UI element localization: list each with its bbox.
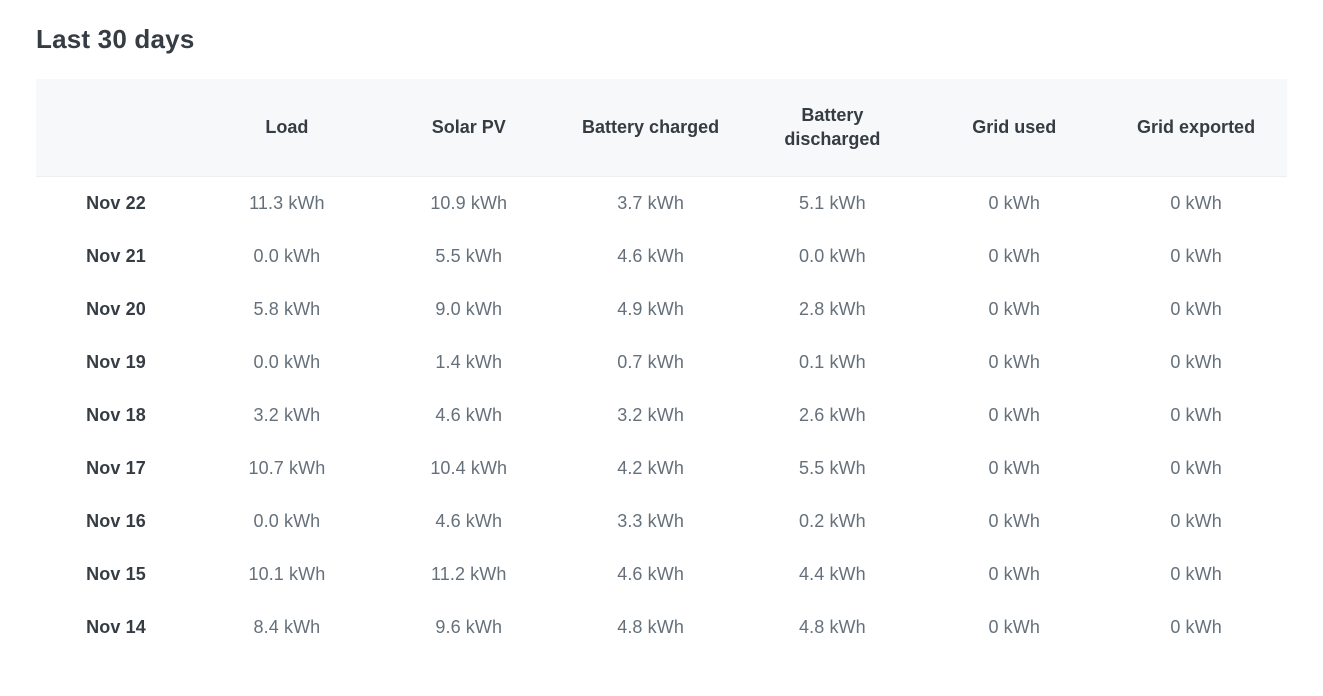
cell-grid-exported: 0 kWh	[1105, 389, 1287, 442]
cell-battery-charged: 4.2 kWh	[560, 442, 742, 495]
table-row: Nov 19 0.0 kWh 1.4 kWh 0.7 kWh 0.1 kWh 0…	[36, 336, 1287, 389]
cell-load: 11.3 kWh	[196, 176, 378, 230]
cell-battery-charged: 3.2 kWh	[560, 389, 742, 442]
cell-battery-discharged: 5.5 kWh	[741, 442, 923, 495]
cell-battery-charged: 0.7 kWh	[560, 336, 742, 389]
cell-load: 8.4 kWh	[196, 601, 378, 654]
cell-date: Nov 15	[36, 548, 196, 601]
cell-grid-used: 0 kWh	[923, 336, 1105, 389]
cell-load: 0.0 kWh	[196, 336, 378, 389]
table-row: Nov 16 0.0 kWh 4.6 kWh 3.3 kWh 0.2 kWh 0…	[36, 495, 1287, 548]
page-container: Last 30 days Load Solar PV Battery charg…	[0, 0, 1323, 694]
cell-solar: 1.4 kWh	[378, 336, 560, 389]
table-row: Nov 20 5.8 kWh 9.0 kWh 4.9 kWh 2.8 kWh 0…	[36, 283, 1287, 336]
cell-solar: 10.4 kWh	[378, 442, 560, 495]
cell-battery-discharged: 4.4 kWh	[741, 548, 923, 601]
cell-grid-exported: 0 kWh	[1105, 495, 1287, 548]
col-grid-used: Grid used	[923, 79, 1105, 176]
col-battery-charged: Battery charged	[560, 79, 742, 176]
col-battery-discharged: Battery discharged	[741, 79, 923, 176]
col-load: Load	[196, 79, 378, 176]
cell-grid-used: 0 kWh	[923, 601, 1105, 654]
cell-grid-exported: 0 kWh	[1105, 336, 1287, 389]
cell-grid-exported: 0 kWh	[1105, 442, 1287, 495]
table-row: Nov 17 10.7 kWh 10.4 kWh 4.2 kWh 5.5 kWh…	[36, 442, 1287, 495]
cell-battery-discharged: 0.1 kWh	[741, 336, 923, 389]
cell-battery-discharged: 4.8 kWh	[741, 601, 923, 654]
page-title: Last 30 days	[36, 24, 1287, 55]
cell-load: 10.1 kWh	[196, 548, 378, 601]
col-grid-exported: Grid exported	[1105, 79, 1287, 176]
cell-battery-discharged: 0.0 kWh	[741, 230, 923, 283]
cell-solar: 4.6 kWh	[378, 389, 560, 442]
cell-load: 3.2 kWh	[196, 389, 378, 442]
cell-solar: 4.6 kWh	[378, 495, 560, 548]
cell-date: Nov 22	[36, 176, 196, 230]
cell-grid-used: 0 kWh	[923, 230, 1105, 283]
cell-date: Nov 20	[36, 283, 196, 336]
cell-battery-discharged: 2.8 kWh	[741, 283, 923, 336]
cell-battery-charged: 4.9 kWh	[560, 283, 742, 336]
cell-date: Nov 14	[36, 601, 196, 654]
cell-date: Nov 18	[36, 389, 196, 442]
cell-load: 10.7 kWh	[196, 442, 378, 495]
cell-battery-charged: 4.8 kWh	[560, 601, 742, 654]
cell-solar: 9.6 kWh	[378, 601, 560, 654]
cell-solar: 10.9 kWh	[378, 176, 560, 230]
cell-load: 0.0 kWh	[196, 230, 378, 283]
cell-battery-discharged: 2.6 kWh	[741, 389, 923, 442]
cell-battery-charged: 3.7 kWh	[560, 176, 742, 230]
table-header: Load Solar PV Battery charged Battery di…	[36, 79, 1287, 176]
table-row: Nov 15 10.1 kWh 11.2 kWh 4.6 kWh 4.4 kWh…	[36, 548, 1287, 601]
cell-grid-used: 0 kWh	[923, 495, 1105, 548]
cell-date: Nov 21	[36, 230, 196, 283]
cell-battery-charged: 3.3 kWh	[560, 495, 742, 548]
cell-load: 5.8 kWh	[196, 283, 378, 336]
cell-solar: 9.0 kWh	[378, 283, 560, 336]
cell-date: Nov 19	[36, 336, 196, 389]
cell-load: 0.0 kWh	[196, 495, 378, 548]
cell-battery-charged: 4.6 kWh	[560, 230, 742, 283]
cell-grid-used: 0 kWh	[923, 176, 1105, 230]
cell-grid-exported: 0 kWh	[1105, 283, 1287, 336]
col-date	[36, 79, 196, 176]
cell-battery-charged: 4.6 kWh	[560, 548, 742, 601]
cell-solar: 5.5 kWh	[378, 230, 560, 283]
cell-grid-exported: 0 kWh	[1105, 548, 1287, 601]
cell-date: Nov 16	[36, 495, 196, 548]
cell-grid-used: 0 kWh	[923, 442, 1105, 495]
table-body: Nov 22 11.3 kWh 10.9 kWh 3.7 kWh 5.1 kWh…	[36, 176, 1287, 654]
cell-date: Nov 17	[36, 442, 196, 495]
table-row: Nov 14 8.4 kWh 9.6 kWh 4.8 kWh 4.8 kWh 0…	[36, 601, 1287, 654]
cell-grid-exported: 0 kWh	[1105, 601, 1287, 654]
table-row: Nov 21 0.0 kWh 5.5 kWh 4.6 kWh 0.0 kWh 0…	[36, 230, 1287, 283]
table-row: Nov 18 3.2 kWh 4.6 kWh 3.2 kWh 2.6 kWh 0…	[36, 389, 1287, 442]
cell-solar: 11.2 kWh	[378, 548, 560, 601]
energy-table: Load Solar PV Battery charged Battery di…	[36, 79, 1287, 654]
cell-battery-discharged: 0.2 kWh	[741, 495, 923, 548]
cell-battery-discharged: 5.1 kWh	[741, 176, 923, 230]
table-row: Nov 22 11.3 kWh 10.9 kWh 3.7 kWh 5.1 kWh…	[36, 176, 1287, 230]
cell-grid-used: 0 kWh	[923, 283, 1105, 336]
col-solar-pv: Solar PV	[378, 79, 560, 176]
cell-grid-exported: 0 kWh	[1105, 176, 1287, 230]
cell-grid-used: 0 kWh	[923, 389, 1105, 442]
cell-grid-used: 0 kWh	[923, 548, 1105, 601]
cell-grid-exported: 0 kWh	[1105, 230, 1287, 283]
